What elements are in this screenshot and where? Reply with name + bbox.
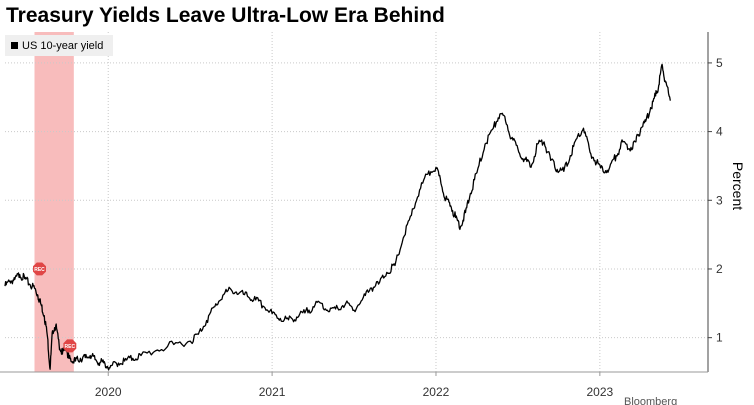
recession-tag: REC	[63, 339, 77, 353]
y-tick-label: 2	[716, 262, 723, 276]
recession-band	[34, 32, 74, 372]
y-tick-label: 3	[716, 193, 723, 207]
recession-tag-label: REC	[65, 344, 76, 350]
source-credit: Bloomberg	[624, 396, 677, 405]
y-tick-layer: 1 2 3 4 5	[708, 56, 723, 345]
recession-tag-layer: REC REC	[33, 262, 77, 353]
y-tick-label: 5	[716, 56, 723, 70]
grid-layer	[5, 32, 708, 372]
series-line-us-10-year-yield	[4, 63, 671, 371]
x-tick-label: 2023	[586, 385, 613, 399]
y-tick-label: 4	[716, 125, 723, 139]
recession-band-layer	[34, 32, 74, 372]
legend: US 10-year yield	[5, 35, 113, 56]
y-axis-label: Percent	[730, 162, 746, 210]
x-tick-label: 2020	[95, 385, 122, 399]
recession-tag-label: REC	[34, 267, 45, 273]
recession-tag: REC	[33, 262, 46, 276]
x-tick-label: 2022	[423, 385, 450, 399]
y-tick-label: 1	[716, 331, 723, 345]
legend-box	[5, 35, 113, 56]
recession-tag-shape	[63, 339, 77, 353]
legend-swatch	[11, 42, 18, 49]
series-layer	[4, 63, 671, 371]
chart-title: Treasury Yields Leave Ultra-Low Era Behi…	[6, 4, 445, 27]
recession-tag-shape	[33, 262, 46, 276]
x-tick-label: 2021	[259, 385, 286, 399]
legend-entry-us-10-year-yield: US 10-year yield	[22, 40, 103, 52]
x-tick-layer: 2020 2021 2022 2023	[95, 372, 614, 399]
